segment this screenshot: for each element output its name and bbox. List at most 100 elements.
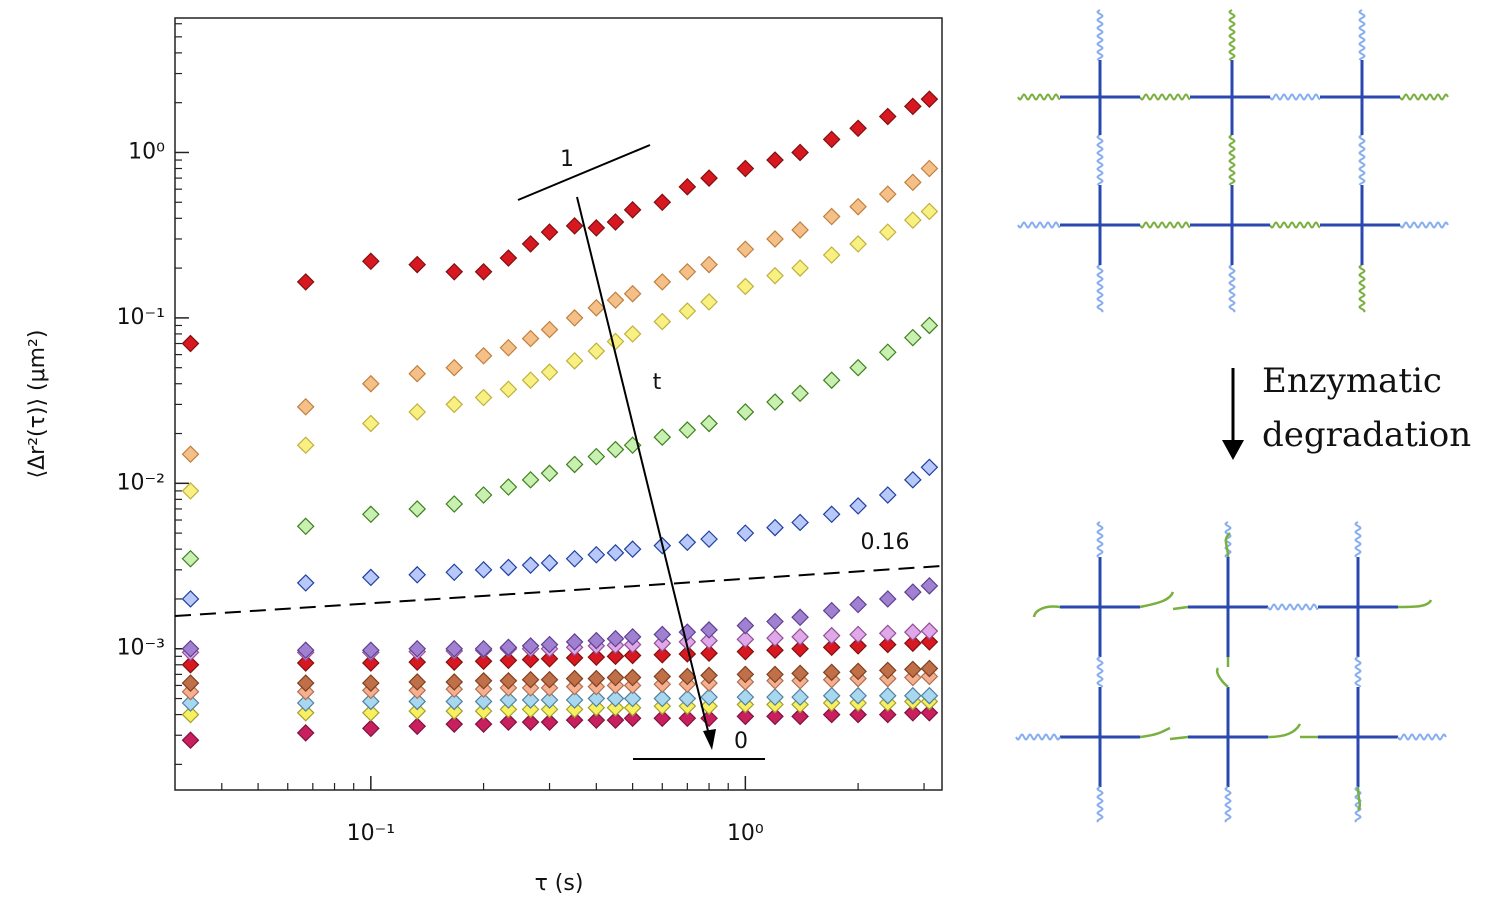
linker (1228, 264, 1236, 313)
marker (736, 630, 755, 649)
marker (606, 668, 625, 687)
marker (920, 633, 939, 651)
marker (408, 692, 427, 711)
marker (736, 688, 755, 706)
marker (587, 698, 606, 717)
marker (361, 703, 380, 722)
marker (296, 703, 315, 722)
marker (878, 705, 897, 724)
marker (700, 293, 718, 311)
marker (849, 497, 867, 515)
marker (445, 563, 464, 582)
cleaved-linker (1032, 605, 1061, 618)
marker (878, 624, 897, 643)
marker (653, 193, 672, 212)
marker (408, 702, 427, 720)
marker (903, 173, 922, 192)
marker (849, 197, 867, 216)
marker (822, 207, 841, 226)
marker (499, 478, 518, 496)
marker (565, 309, 584, 327)
marker (361, 641, 380, 660)
marker (606, 629, 625, 648)
y-tick-label: 10⁻² (117, 470, 165, 495)
marker (361, 505, 380, 524)
marker (700, 644, 718, 663)
marker (587, 689, 606, 708)
marker (445, 395, 464, 414)
marker (920, 703, 939, 722)
marker (408, 717, 427, 736)
x-tick-label: 10⁰ (727, 821, 764, 846)
marker (499, 651, 518, 670)
marker (678, 421, 697, 439)
marker (822, 371, 841, 390)
marker (181, 655, 200, 674)
marker (521, 470, 540, 489)
marker (521, 371, 540, 390)
marker (766, 688, 784, 706)
marker (565, 455, 584, 474)
marker (540, 320, 559, 339)
marker (445, 262, 464, 281)
marker (540, 223, 559, 241)
marker (700, 414, 718, 433)
marker (700, 666, 718, 685)
marker (878, 686, 897, 705)
marker (920, 622, 939, 640)
marker (766, 612, 784, 631)
marker (361, 674, 380, 692)
marker (361, 692, 380, 711)
marker (540, 554, 559, 572)
marker (878, 590, 897, 608)
marker (474, 639, 493, 658)
marker (878, 635, 897, 654)
marker (822, 686, 841, 705)
cleaved-linker (1397, 599, 1433, 609)
marker (408, 500, 427, 518)
marker (540, 713, 559, 731)
marker (606, 698, 625, 717)
plot: 10⁻¹ 10⁰ 10⁻³ 10⁻² 10⁻¹ 10⁰ (117, 23, 939, 846)
marker (903, 97, 922, 116)
marker (849, 119, 867, 138)
marker (903, 634, 922, 653)
arrow-head (1222, 440, 1244, 460)
marker (822, 638, 841, 657)
marker (296, 273, 315, 291)
x-tick-label: 10⁻¹ (347, 821, 395, 846)
marker (653, 645, 672, 664)
marker (653, 312, 672, 331)
marker (766, 393, 784, 411)
linker (1269, 93, 1321, 101)
marker (791, 707, 809, 726)
marker (296, 397, 315, 416)
marker (920, 202, 939, 221)
cleaved-linker (1169, 735, 1189, 741)
cleaved-linker (1267, 723, 1302, 739)
marker (606, 213, 625, 231)
marker (606, 291, 625, 310)
marker (296, 517, 315, 536)
linker (1096, 656, 1104, 688)
marker (678, 667, 697, 686)
marker (736, 240, 755, 259)
linker (1358, 134, 1366, 186)
cleaved-linker (1224, 532, 1231, 558)
marker (565, 711, 584, 730)
linker (1397, 733, 1447, 741)
marker (408, 364, 427, 383)
marker (499, 338, 518, 357)
marker (521, 700, 540, 719)
marker (606, 543, 625, 562)
linker (1354, 656, 1362, 688)
marker (474, 702, 493, 720)
marker (920, 659, 939, 678)
linker (1228, 134, 1236, 186)
marker (903, 328, 922, 347)
marker (408, 255, 427, 274)
marker (540, 635, 559, 654)
marker (540, 700, 559, 719)
marker (653, 625, 672, 644)
marker (736, 616, 755, 635)
